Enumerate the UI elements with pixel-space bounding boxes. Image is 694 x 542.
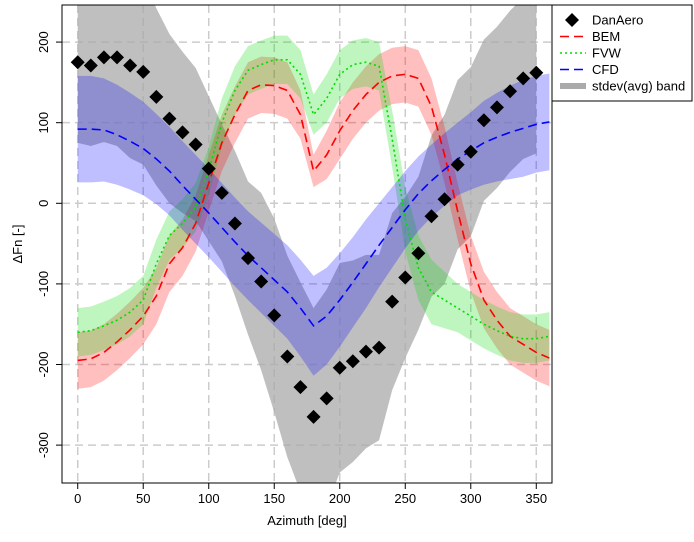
data-point — [489, 100, 504, 115]
y-tick-label: -200 — [36, 351, 51, 377]
data-point — [345, 354, 360, 369]
data-point — [280, 349, 295, 364]
stdev-band — [77, 35, 550, 363]
data-point — [162, 111, 177, 126]
x-tick-label: 0 — [74, 491, 81, 506]
data-point — [149, 89, 164, 104]
data-point — [463, 144, 478, 159]
data-point — [267, 308, 282, 323]
y-tick-label: 200 — [36, 31, 51, 53]
data-point — [241, 251, 256, 266]
data-point — [529, 65, 544, 80]
data-point — [503, 84, 518, 99]
x-tick-label: 50 — [136, 491, 150, 506]
data-point — [306, 409, 321, 424]
legend-label: FVW — [592, 46, 622, 61]
legend-label: BEM — [592, 29, 620, 44]
data-point — [227, 216, 242, 231]
data-point — [201, 161, 216, 176]
data-point — [70, 55, 85, 70]
x-axis-label: Azimuth [deg] — [267, 513, 347, 528]
data-point — [175, 125, 190, 140]
data-point — [437, 192, 452, 207]
data-point — [372, 340, 387, 355]
data-point — [96, 50, 111, 65]
data-point — [254, 274, 269, 289]
data-point — [332, 360, 347, 375]
data-point — [424, 209, 439, 224]
legend-marker — [565, 13, 579, 27]
y-axis-label: ΔFn [-] — [10, 224, 25, 263]
plot-frame — [61, 4, 553, 484]
data-point — [188, 137, 203, 152]
plot-area — [62, 5, 552, 483]
x-tick-label: 200 — [329, 491, 351, 506]
data-point — [385, 294, 400, 309]
data-point — [516, 71, 531, 86]
data-point — [450, 157, 465, 172]
stdev-band — [77, 73, 550, 376]
axes: 0 50 100 150 200 250 300 350 -300 -200 -100 0 100 200 — [36, 31, 547, 506]
x-tick-label: 300 — [460, 491, 482, 506]
data-point — [214, 185, 229, 200]
data-point — [136, 64, 151, 79]
data-point — [358, 344, 373, 359]
data-point — [476, 113, 491, 128]
y-tick-label: -300 — [36, 432, 51, 458]
y-tick-label: 0 — [36, 200, 51, 207]
data-point — [83, 58, 98, 73]
y-tick-label: 100 — [36, 112, 51, 134]
data-point — [411, 246, 426, 261]
data-point — [110, 50, 125, 65]
data-point — [319, 391, 334, 406]
x-tick-label: 100 — [198, 491, 220, 506]
stdev-band — [77, 46, 550, 389]
series-line — [77, 73, 550, 362]
x-tick-label: 150 — [263, 491, 285, 506]
legend-label: CFD — [592, 62, 619, 77]
x-tick-label: 250 — [394, 491, 416, 506]
legend-label: stdev(avg) band — [592, 79, 685, 94]
stdev-band — [77, 5, 537, 483]
y-tick-label: -100 — [36, 271, 51, 297]
data-point — [398, 270, 413, 285]
x-tick-label: 350 — [525, 491, 547, 506]
data-point — [123, 58, 138, 73]
data-point — [293, 380, 308, 395]
legend-label: DanAero — [592, 13, 643, 28]
